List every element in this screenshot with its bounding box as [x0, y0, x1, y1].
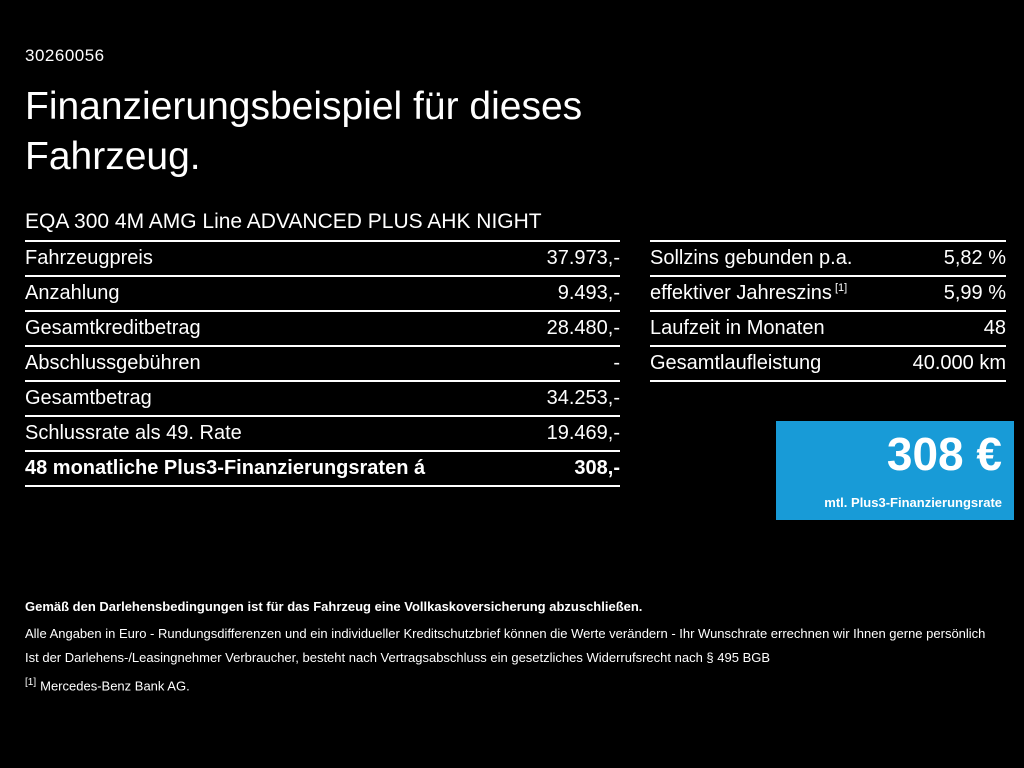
- page-title: Finanzierungsbeispiel für dieses Fahrzeu…: [25, 82, 582, 182]
- row-value: 9.493,-: [557, 282, 620, 304]
- row-label: Anzahlung: [25, 282, 120, 304]
- row-value: 308,-: [574, 457, 620, 479]
- row-value: 28.480,-: [546, 317, 620, 339]
- monthly-rate-box: 308 € mtl. Plus3-Finanzierungsrate: [776, 421, 1014, 520]
- legal-line-euro: Alle Angaben in Euro - Rundungsdifferenz…: [25, 626, 986, 641]
- table-row-schlussrate: Schlussrate als 49. Rate 19.469,-: [25, 415, 620, 450]
- financing-table-left: Fahrzeugpreis 37.973,- Anzahlung 9.493,-…: [25, 240, 620, 487]
- table-row-gesamtlaufleistung: Gesamtlaufleistung 40.000 km: [650, 345, 1006, 380]
- table-row-gesamtkreditbetrag: Gesamtkreditbetrag 28.480,-: [25, 310, 620, 345]
- row-value: 19.469,-: [546, 422, 620, 444]
- row-label: Sollzins gebunden p.a.: [650, 247, 853, 269]
- table-row-laufzeit: Laufzeit in Monaten 48: [650, 310, 1006, 345]
- row-label: Gesamtbetrag: [25, 387, 152, 409]
- row-label: Schlussrate als 49. Rate: [25, 422, 242, 444]
- row-value: 48: [983, 317, 1006, 339]
- footnote-ref: [1]: [834, 282, 848, 295]
- row-value: 5,99 %: [943, 282, 1006, 304]
- row-label: Gesamtlaufleistung: [650, 352, 822, 374]
- legal-line-insurance: Gemäß den Darlehensbedingungen ist für d…: [25, 599, 643, 614]
- page-title-line1: Finanzierungsbeispiel für dieses: [25, 85, 583, 128]
- row-label: 48 monatliche Plus3-Finanzierungsraten á: [25, 457, 426, 479]
- footnote-text: Mercedes-Benz Bank AG.: [40, 678, 190, 694]
- row-label: Laufzeit in Monaten: [650, 317, 825, 339]
- row-value: -: [613, 352, 620, 374]
- table-row-abschlussgebuehren: Abschlussgebühren -: [25, 345, 620, 380]
- row-label: effektiver Jahreszins [1]: [650, 282, 847, 305]
- page-title-line2: Fahrzeug.: [25, 135, 201, 178]
- table-row-effektiver-jahreszins: effektiver Jahreszins [1] 5,99 %: [650, 275, 1006, 310]
- row-value: 40.000 km: [912, 352, 1006, 374]
- legal-footer: Gemäß den Darlehensbedingungen ist für d…: [25, 599, 1010, 693]
- table-row-gesamtbetrag: Gesamtbetrag 34.253,-: [25, 380, 620, 415]
- row-value: 5,82 %: [943, 247, 1006, 269]
- document-id: 30260056: [25, 46, 105, 65]
- monthly-rate-amount: 308 €: [886, 428, 1002, 480]
- row-value: 34.253,-: [546, 387, 620, 409]
- table-row-monatsraten: 48 monatliche Plus3-Finanzierungsraten á…: [25, 450, 620, 485]
- row-value: 37.973,-: [546, 247, 620, 269]
- table-row-anzahlung: Anzahlung 9.493,-: [25, 275, 620, 310]
- footnote-marker: [1]: [25, 677, 37, 688]
- footnote: [1] Mercedes-Benz Bank AG.: [25, 677, 1010, 693]
- monthly-rate-caption: mtl. Plus3-Finanzierungsrate: [824, 495, 1002, 510]
- table-row-sollzins: Sollzins gebunden p.a. 5,82 %: [650, 240, 1006, 275]
- row-label-text: effektiver Jahreszins: [650, 282, 832, 304]
- legal-line-widerruf: Ist der Darlehens-/Leasingnehmer Verbrau…: [25, 650, 771, 665]
- row-label: Abschlussgebühren: [25, 352, 201, 374]
- table-row-fahrzeugpreis: Fahrzeugpreis 37.973,-: [25, 240, 620, 275]
- vehicle-name: EQA 300 4M AMG Line ADVANCED PLUS AHK NI…: [25, 210, 542, 233]
- row-label: Gesamtkreditbetrag: [25, 317, 201, 339]
- financing-table-right: Sollzins gebunden p.a. 5,82 % effektiver…: [650, 240, 1006, 382]
- row-label: Fahrzeugpreis: [25, 247, 153, 269]
